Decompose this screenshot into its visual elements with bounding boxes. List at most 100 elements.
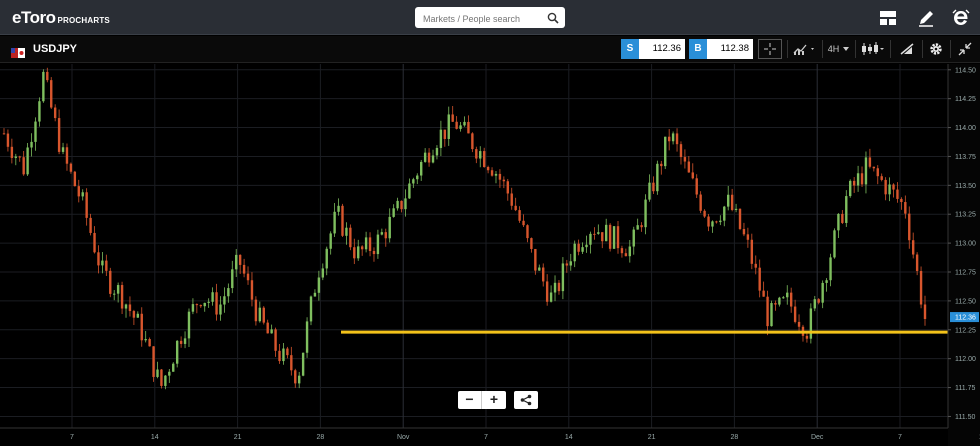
candle-body: [664, 136, 667, 167]
candle: [321, 263, 325, 281]
buy-price-button[interactable]: B 112.38: [689, 39, 753, 59]
gear-icon[interactable]: [925, 39, 947, 59]
candle-body: [132, 311, 136, 318]
candle: [557, 280, 561, 295]
candle-body: [636, 225, 639, 230]
candle: [526, 224, 529, 243]
candle: [864, 151, 868, 194]
candle: [553, 275, 557, 302]
candle-body: [719, 220, 722, 223]
candle-body: [380, 232, 384, 235]
candle-body: [427, 152, 431, 163]
candle: [199, 304, 202, 308]
crosshair-icon[interactable]: [758, 39, 782, 59]
candle: [242, 258, 246, 278]
time-axis: 7 14 21 28 Nov 7 14 21 28 Dec 7 14: [0, 427, 980, 441]
candle: [841, 210, 844, 225]
search-input[interactable]: [415, 7, 550, 30]
candle: [758, 259, 761, 298]
candle: [664, 136, 667, 170]
candle: [608, 223, 612, 252]
brand-name: eToro: [12, 8, 56, 27]
share-icon[interactable]: [514, 391, 538, 409]
candle-body: [506, 181, 509, 194]
chart-type-icon[interactable]: [791, 39, 819, 59]
candle-body: [825, 280, 828, 283]
candle-body: [585, 244, 588, 248]
candle: [616, 220, 620, 254]
timeframe-selector[interactable]: 4H: [826, 39, 852, 59]
candle-body: [530, 238, 533, 249]
candle-body: [179, 340, 183, 344]
candle: [632, 226, 635, 255]
timeframe-label: 4H: [827, 44, 840, 54]
candle-body: [34, 121, 37, 142]
candle-body: [360, 246, 364, 250]
time-tick-label: Nov: [397, 434, 410, 441]
candle-body: [837, 213, 840, 231]
candle-body: [608, 224, 612, 249]
candle-body: [77, 186, 80, 197]
zoom-out-button[interactable]: −: [458, 391, 482, 409]
pencil-icon[interactable]: [915, 7, 937, 29]
candle: [475, 146, 478, 164]
candle-body: [357, 246, 360, 259]
candle-body: [707, 216, 710, 227]
layout-icon[interactable]: [877, 7, 899, 29]
candle: [742, 222, 746, 237]
candle-body: [561, 263, 565, 292]
etoro-logo[interactable]: eToro PROCHARTS: [12, 8, 110, 28]
zoom-in-button[interactable]: +: [482, 391, 506, 409]
candle: [490, 167, 494, 177]
collapse-icon[interactable]: [954, 39, 976, 59]
candle-body: [443, 129, 447, 139]
candle-body: [880, 176, 883, 180]
candle: [667, 129, 671, 151]
etoro-user-icon[interactable]: [950, 7, 972, 29]
candle: [179, 336, 183, 348]
search-icon[interactable]: [547, 11, 559, 29]
candle-body: [116, 285, 120, 294]
candle: [695, 174, 698, 199]
instrument-symbol[interactable]: USDJPY: [33, 43, 78, 55]
candle-body: [258, 307, 262, 322]
drawing-tools-icon[interactable]: [894, 39, 920, 59]
candle: [904, 195, 907, 219]
price-chart[interactable]: 114.50 114.25 114.00 113.75 113.50 113.25 113.…: [0, 64, 980, 446]
candle: [644, 194, 647, 235]
sell-price-button[interactable]: S 112.36: [621, 39, 685, 59]
candle: [30, 133, 33, 157]
candle-body: [620, 248, 624, 254]
candle: [569, 253, 572, 271]
candle: [833, 228, 836, 259]
candle-body: [274, 329, 277, 351]
candle: [545, 274, 549, 306]
candle: [301, 352, 305, 377]
candle: [896, 182, 899, 203]
candle: [203, 302, 206, 312]
candle-body: [518, 210, 521, 221]
time-tick-label: 21: [234, 434, 242, 441]
product-name: PROCHARTS: [57, 16, 110, 25]
candle-body: [372, 250, 376, 255]
candle: [534, 248, 537, 275]
candle: [246, 266, 250, 285]
candle: [561, 257, 565, 300]
candle-body: [671, 133, 675, 142]
price-tick-label: 114.00: [955, 125, 976, 132]
candle-body: [628, 246, 632, 257]
candle-body: [65, 147, 69, 164]
candle: [774, 300, 777, 311]
candle-body: [553, 282, 557, 293]
candle-body: [549, 292, 553, 302]
candle-body: [864, 157, 868, 185]
candle: [518, 206, 521, 223]
candle: [187, 308, 191, 347]
candle-body: [124, 304, 128, 309]
search-box[interactable]: [415, 7, 565, 30]
toolbar-divider: [922, 40, 923, 58]
candlestick-icon[interactable]: [859, 39, 887, 59]
candle: [254, 296, 258, 326]
candle-body: [872, 166, 876, 169]
candle-body: [109, 270, 112, 294]
